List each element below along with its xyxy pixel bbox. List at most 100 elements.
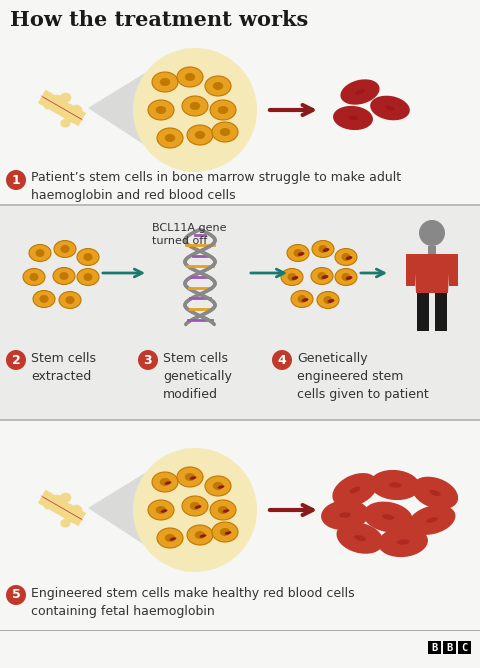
Ellipse shape [333,106,373,130]
Ellipse shape [355,90,365,94]
Ellipse shape [339,512,351,518]
Ellipse shape [322,275,328,279]
Ellipse shape [389,482,401,488]
Ellipse shape [157,528,183,548]
Ellipse shape [177,467,203,487]
Bar [0,0,480,205]
Polygon shape [38,90,86,126]
Ellipse shape [77,248,99,265]
Ellipse shape [190,476,196,480]
Ellipse shape [84,273,93,281]
Ellipse shape [298,252,304,256]
Circle shape [6,170,26,190]
Ellipse shape [301,298,309,302]
Ellipse shape [287,244,309,261]
Ellipse shape [185,73,195,81]
Polygon shape [88,448,186,572]
Text: B: B [446,643,453,653]
Ellipse shape [195,131,205,139]
Ellipse shape [217,485,225,489]
Ellipse shape [77,269,99,285]
Text: C: C [461,643,468,653]
Ellipse shape [213,482,223,490]
Ellipse shape [84,253,93,261]
Ellipse shape [212,522,238,542]
Ellipse shape [370,96,410,120]
Ellipse shape [223,509,229,513]
Ellipse shape [161,509,168,513]
Ellipse shape [133,48,257,172]
Ellipse shape [177,67,203,87]
Ellipse shape [281,269,303,285]
Polygon shape [414,254,450,293]
Ellipse shape [354,535,366,541]
Text: Stem cells
extracted: Stem cells extracted [31,352,96,383]
Text: 4: 4 [277,353,287,367]
Ellipse shape [72,105,83,115]
Ellipse shape [348,116,358,120]
Ellipse shape [148,100,174,120]
Ellipse shape [190,502,200,510]
Ellipse shape [29,244,51,261]
Ellipse shape [350,88,370,97]
Ellipse shape [218,506,228,514]
Bar [428,641,441,654]
Ellipse shape [327,299,335,303]
Ellipse shape [44,100,53,110]
Ellipse shape [182,96,208,116]
Ellipse shape [341,273,350,281]
Text: Engineered stem cells make healthy red blood cells
containing fetal haemoglobin: Engineered stem cells make healthy red b… [31,587,355,618]
Circle shape [419,220,445,246]
Ellipse shape [423,486,446,500]
Ellipse shape [160,78,170,86]
Ellipse shape [33,291,55,307]
Ellipse shape [319,245,327,253]
Circle shape [272,350,292,370]
Text: BCL11A gene
turned off: BCL11A gene turned off [152,223,227,246]
Ellipse shape [44,500,53,510]
Ellipse shape [60,93,72,103]
Ellipse shape [321,500,369,530]
Polygon shape [88,48,186,172]
Bar [458,641,471,654]
Ellipse shape [157,128,183,148]
Ellipse shape [205,76,231,96]
Ellipse shape [53,267,75,285]
Text: 1: 1 [12,174,20,186]
Ellipse shape [194,505,202,509]
Ellipse shape [370,470,420,500]
Ellipse shape [39,295,48,303]
Ellipse shape [200,534,206,538]
Ellipse shape [380,104,400,112]
Ellipse shape [63,511,78,522]
Ellipse shape [383,480,408,490]
Bar [428,246,436,254]
Bar [443,641,456,654]
Bar [0,205,480,420]
Ellipse shape [59,291,81,309]
Text: Stem cells
genetically
modified: Stem cells genetically modified [163,352,232,401]
Ellipse shape [205,476,231,496]
Ellipse shape [348,532,372,544]
Ellipse shape [317,291,339,309]
Ellipse shape [291,291,313,307]
Bar [417,293,429,331]
Ellipse shape [385,106,395,110]
Ellipse shape [220,128,230,136]
Ellipse shape [148,500,174,520]
Polygon shape [41,96,83,121]
Ellipse shape [426,517,438,523]
Ellipse shape [335,269,357,285]
Ellipse shape [48,495,62,508]
Ellipse shape [165,534,175,542]
Ellipse shape [298,295,307,303]
Ellipse shape [378,527,428,557]
Bar [449,254,458,286]
Ellipse shape [187,125,213,145]
Ellipse shape [165,134,175,142]
Ellipse shape [324,296,333,304]
Ellipse shape [288,273,297,281]
Ellipse shape [213,82,223,90]
Ellipse shape [349,486,360,494]
Ellipse shape [408,505,456,535]
